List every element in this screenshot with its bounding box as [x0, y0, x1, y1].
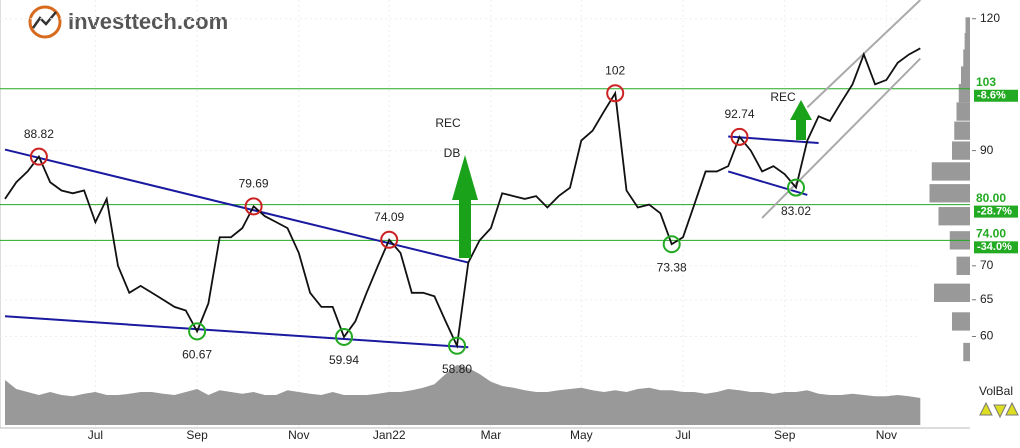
pivot-label: 92.74	[724, 107, 754, 121]
signals: REC DB REC	[435, 90, 812, 258]
pivot-marker	[188, 322, 207, 341]
pivot-marker	[787, 178, 805, 197]
trend-line	[727, 170, 808, 196]
pivot-marker	[730, 127, 749, 146]
volume-profile-bar	[934, 283, 970, 302]
pivot-label: 58.80	[442, 362, 472, 376]
logo-icon	[28, 5, 62, 39]
x-tick-label: Jan22	[373, 428, 406, 442]
pivot-label: 79.69	[239, 177, 269, 191]
level-change: -28.7%	[977, 206, 1012, 218]
volume-profile-bar	[929, 184, 970, 203]
indicator-icon	[993, 404, 1007, 419]
indicator-label: VolBal	[979, 384, 1013, 398]
x-tick-label: Jul	[675, 428, 690, 442]
volume-profile-bar	[938, 207, 970, 226]
x-tick-label: Nov	[876, 428, 897, 442]
volume-profile-bar	[958, 84, 970, 103]
pivot-marker	[29, 147, 48, 166]
volume-profile-bar	[952, 141, 970, 160]
level-box	[974, 205, 1018, 218]
pivot-label: 59.94	[329, 353, 359, 367]
signal-label: DB	[444, 146, 461, 160]
level-change: -8.6%	[977, 90, 1006, 102]
pivot-label: 74.09	[374, 210, 404, 224]
level-label: 103	[976, 75, 996, 89]
volume-profile-bar	[956, 256, 970, 275]
volume-area	[5, 365, 921, 425]
volume-profile-bar	[963, 49, 970, 68]
x-tick-label: May	[570, 428, 593, 442]
y-tick-label: 120	[980, 11, 1000, 25]
trend-line	[728, 135, 819, 145]
level-label: 74.00	[976, 227, 1006, 241]
pivot-marker	[380, 230, 399, 249]
level-box	[974, 241, 1018, 254]
indicator-icons	[979, 401, 1019, 419]
volume-profile-bar	[956, 102, 970, 121]
volume-profile-bar	[952, 312, 970, 331]
x-tick-label: Nov	[288, 428, 309, 442]
level-label: 80.00	[976, 191, 1006, 205]
volume-profile-bar	[954, 121, 970, 140]
level-box	[974, 89, 1018, 102]
pivot-label: 60.67	[182, 348, 212, 362]
volume-profile-bar	[965, 17, 970, 36]
trend-line	[4, 315, 469, 349]
x-tick-label: Sep	[774, 428, 796, 442]
pivot-marker	[448, 336, 466, 355]
y-tick-label: 65	[980, 292, 994, 306]
logo: investtech.com	[28, 5, 228, 39]
logo-text: investtech.com	[68, 9, 228, 34]
trend-line	[4, 148, 469, 264]
level-change: -34.0%	[977, 241, 1012, 253]
logo-icon	[31, 11, 57, 29]
signal-arrow	[790, 100, 812, 140]
pivot-label: 88.82	[24, 127, 54, 141]
volume-profile-bar	[963, 342, 970, 362]
pivot-marker	[662, 235, 681, 254]
signal-arrow	[452, 155, 478, 258]
volume-profile-bar	[964, 33, 970, 52]
x-tick-label: Sep	[186, 428, 208, 442]
pivot-label: 73.38	[657, 260, 687, 274]
volume-profile-bar	[961, 66, 970, 85]
signal-label: REC	[770, 90, 796, 104]
signal-label: REC	[435, 116, 461, 130]
price-line	[4, 47, 921, 349]
pivot-label: 83.02	[781, 204, 811, 218]
pivot-marker	[606, 84, 625, 103]
pivot-marker	[244, 197, 263, 216]
x-tick-label: Mar	[481, 428, 502, 442]
y-tick-label: 60	[980, 329, 994, 343]
pivot-marker	[335, 327, 353, 346]
x-tick-label: Jul	[88, 428, 103, 442]
pivot-label: 102	[605, 63, 625, 77]
y-tick-label: 90	[980, 143, 994, 157]
indicator-icon	[979, 401, 993, 416]
y-tick-label: 70	[980, 258, 994, 272]
volume-profile-bar	[931, 162, 970, 181]
indicator-icon	[1005, 401, 1019, 416]
